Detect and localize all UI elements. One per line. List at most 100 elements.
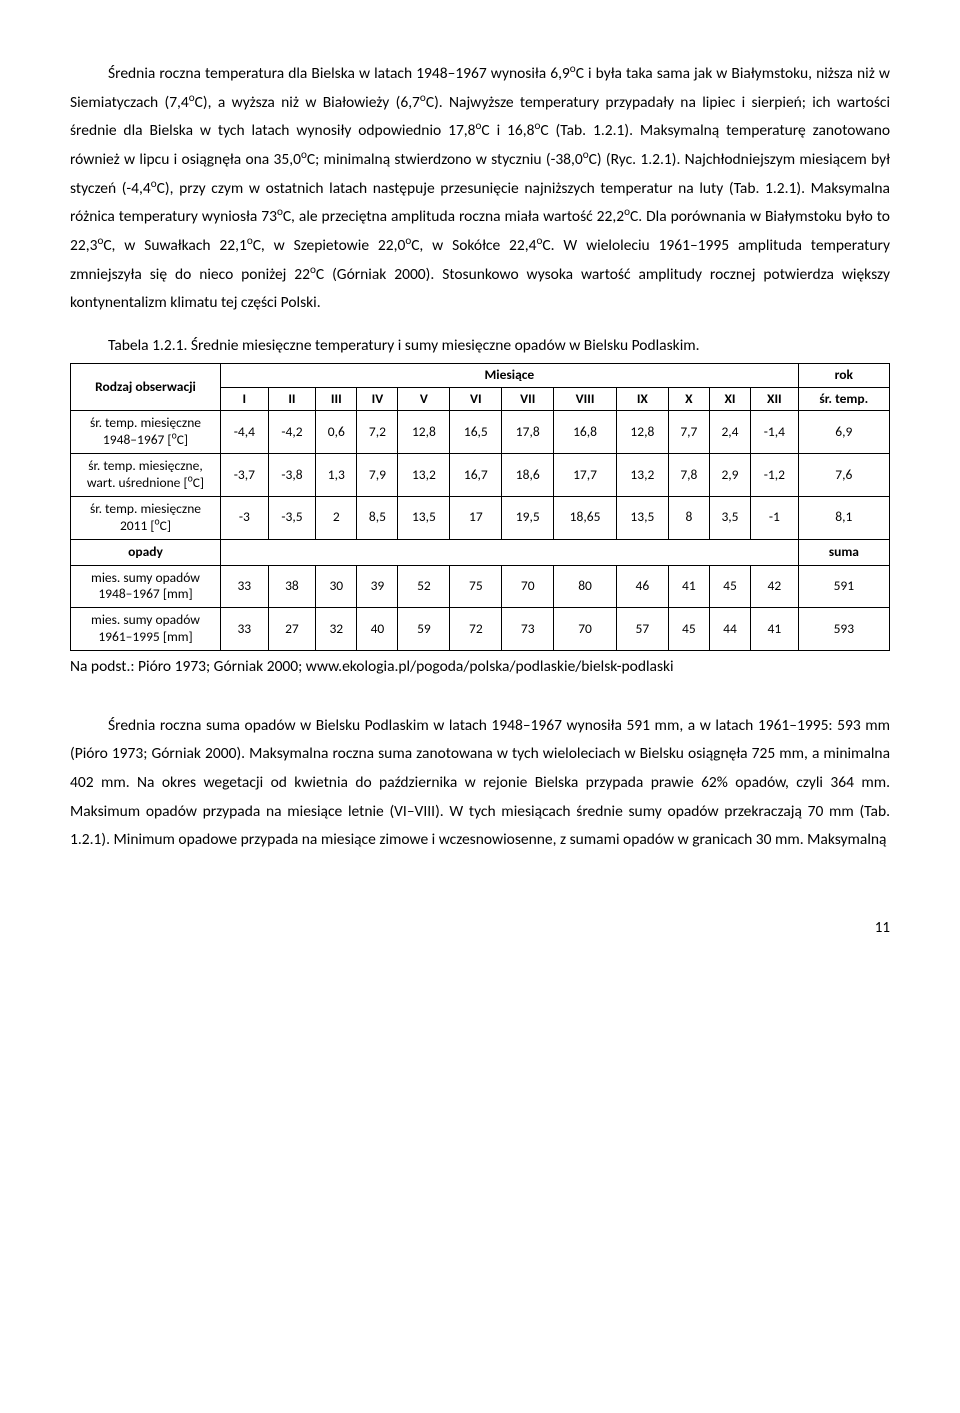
month-header: VIII [554,387,617,411]
opady-divider-row: opady suma [71,539,890,565]
cell: 41 [668,565,709,608]
year-sub-header: śr. temp. [798,387,889,411]
cell: 27 [268,608,316,651]
month-header: XI [709,387,750,411]
year-cell: 591 [798,565,889,608]
cell: 2,4 [709,411,750,454]
table-row: śr. temp. miesięczne2011 [oC] -3 -3,5 2 … [71,496,890,539]
cell: 42 [751,565,799,608]
cell: 17 [450,496,502,539]
cell: 45 [668,608,709,651]
page-number: 11 [70,915,890,943]
body-paragraph-1: Średnia roczna temperatura dla Bielska w… [70,60,890,318]
table-caption: Tabela 1.2.1. Średnie miesięczne tempera… [70,332,890,361]
row-label: śr. temp. miesięczne1948–1967 [oC] [71,411,221,454]
body-paragraph-2: Średnia roczna suma opadów w Bielsku Pod… [70,712,890,855]
cell: 72 [450,608,502,651]
cell: 41 [751,608,799,651]
cell: 52 [398,565,450,608]
cell: 12,8 [616,411,668,454]
cell: 3,5 [709,496,750,539]
cell: 59 [398,608,450,651]
year-cell: 7,6 [798,454,889,497]
month-header: IV [357,387,398,411]
cell: 7,9 [357,454,398,497]
cell: 8,5 [357,496,398,539]
table-row: mies. sumy opadów1948–1967 [mm] 33 38 30… [71,565,890,608]
cell: 7,8 [668,454,709,497]
cell: 13,2 [616,454,668,497]
cell: -3 [221,496,269,539]
suma-label: suma [798,539,889,565]
cell: 17,8 [502,411,554,454]
cell: 39 [357,565,398,608]
year-cell: 8,1 [798,496,889,539]
cell: 40 [357,608,398,651]
table-source: Na podst.: Pióro 1973; Górniak 2000; www… [70,653,890,682]
table-row: mies. sumy opadów1961–1995 [mm] 33 27 32… [71,608,890,651]
cell: 8 [668,496,709,539]
cell: 16,8 [554,411,617,454]
cell: 45 [709,565,750,608]
cell: 80 [554,565,617,608]
row-label: mies. sumy opadów1948–1967 [mm] [71,565,221,608]
year-cell: 593 [798,608,889,651]
cell: -3,5 [268,496,316,539]
month-header: IX [616,387,668,411]
cell: 73 [502,608,554,651]
cell: 18,65 [554,496,617,539]
cell: 1,3 [316,454,357,497]
table-row: śr. temp. miesięczne,wart. uśrednione [o… [71,454,890,497]
cell: -4,4 [221,411,269,454]
cell: 46 [616,565,668,608]
cell: 2 [316,496,357,539]
month-header: I [221,387,269,411]
cell: 7,7 [668,411,709,454]
cell: 75 [450,565,502,608]
cell: 33 [221,608,269,651]
cell: -1 [751,496,799,539]
col-header-months: Miesiące [221,363,799,387]
cell: 18,6 [502,454,554,497]
cell: 19,5 [502,496,554,539]
month-header: III [316,387,357,411]
cell: 16,7 [450,454,502,497]
cell: 16,5 [450,411,502,454]
month-header: X [668,387,709,411]
cell: 44 [709,608,750,651]
cell: 33 [221,565,269,608]
cell: 17,7 [554,454,617,497]
cell: -1,4 [751,411,799,454]
cell: 13,5 [398,496,450,539]
cell: -3,8 [268,454,316,497]
cell: 70 [502,565,554,608]
table-row: śr. temp. miesięczne1948–1967 [oC] -4,4 … [71,411,890,454]
col-header-observation: Rodzaj obserwacji [71,363,221,411]
col-header-year: rok [798,363,889,387]
cell: 30 [316,565,357,608]
cell: 38 [268,565,316,608]
row-label: śr. temp. miesięczne2011 [oC] [71,496,221,539]
cell: 13,5 [616,496,668,539]
row-label: śr. temp. miesięczne,wart. uśrednione [o… [71,454,221,497]
cell: 0,6 [316,411,357,454]
opady-label: opady [71,539,221,565]
cell: 13,2 [398,454,450,497]
month-header: VI [450,387,502,411]
month-header: VII [502,387,554,411]
cell: 57 [616,608,668,651]
cell: -1,2 [751,454,799,497]
climate-table: Rodzaj obserwacji Miesiące rok I II III … [70,363,890,651]
cell: 32 [316,608,357,651]
row-label: mies. sumy opadów1961–1995 [mm] [71,608,221,651]
cell: 12,8 [398,411,450,454]
cell: -4,2 [268,411,316,454]
month-header: II [268,387,316,411]
year-cell: 6,9 [798,411,889,454]
cell: -3,7 [221,454,269,497]
opady-blank [221,539,799,565]
cell: 70 [554,608,617,651]
month-header: XII [751,387,799,411]
cell: 2,9 [709,454,750,497]
cell: 7,2 [357,411,398,454]
